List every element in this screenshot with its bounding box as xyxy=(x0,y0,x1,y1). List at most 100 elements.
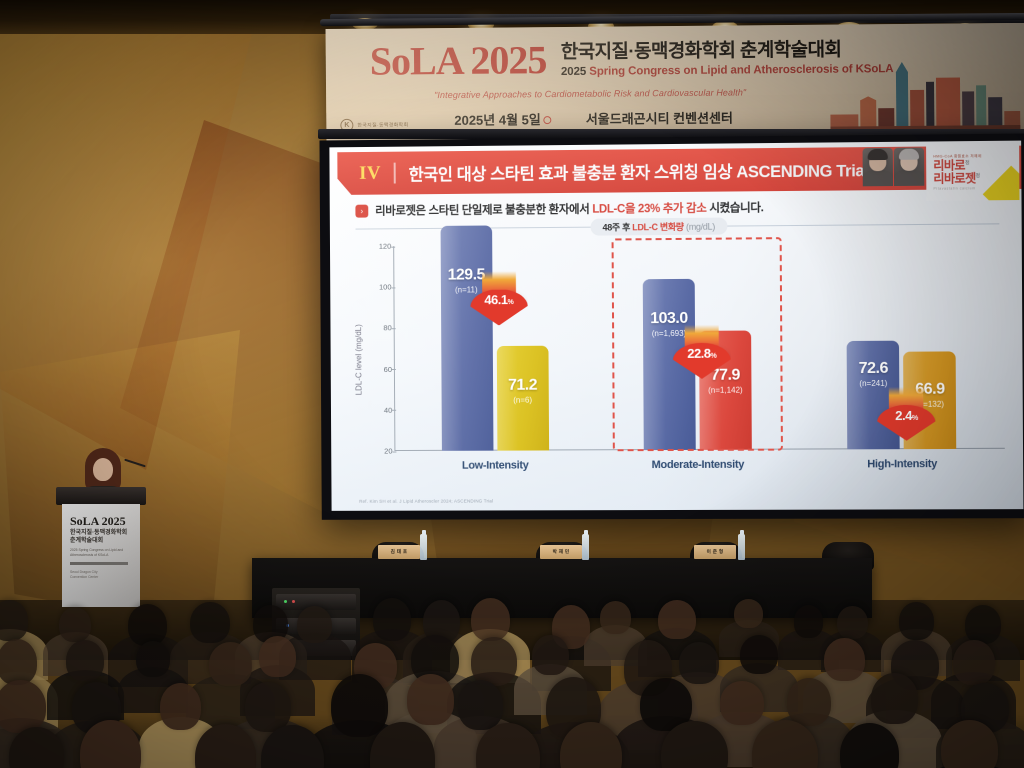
projection-screen: IV 한국인 대상 스타틴 효과 불충분 환자 스위칭 임상 ASCENDING… xyxy=(329,140,1024,511)
audience-head xyxy=(752,720,819,768)
title-divider xyxy=(394,163,396,184)
audience xyxy=(0,592,1024,768)
chart-y-tick: 120 xyxy=(367,242,391,251)
chart-header-chip: 48주 후 LDL-C 변화량 (mg/dL) xyxy=(590,217,727,236)
chart-bar-groups: 129.5 (n=11) 71.2 (n=6) 46.1% Low-Intensity 10… xyxy=(393,225,1005,472)
audience-head xyxy=(837,605,868,640)
audience-head xyxy=(190,601,230,644)
chart-bar-n-label: (n=1,693) xyxy=(651,328,687,338)
brand-name-1-text: 리바로 xyxy=(933,157,965,173)
chart-bar-n-label: (n=1,142) xyxy=(708,385,743,395)
banner-date-dot-icon xyxy=(543,116,552,125)
audience-head xyxy=(0,639,37,686)
podium-korean-text: 한국지질·동맥경화학회 춘계학술대회 xyxy=(70,530,128,545)
chip-prefix: 48주 후 xyxy=(602,222,633,233)
slide-footnote: Ref. Kim SH et al. J Lipid Atheroscler 2… xyxy=(359,498,494,504)
audience-head xyxy=(0,679,47,733)
podium: SoLA 2025 한국지질·동맥경화학회 춘계학술대회 2025 Spring… xyxy=(56,487,146,607)
chart-bar-label-group: 77.9 (n=1,142) xyxy=(699,366,751,394)
screen-roller xyxy=(318,129,1024,139)
chart-bar: 66.9 (n=132) xyxy=(903,351,957,450)
chart-bar: 129.5 (n=11) xyxy=(440,225,494,451)
ksola-logo-text: 한국지질·동맥경화학회 xyxy=(357,122,409,129)
audience-head xyxy=(941,720,999,768)
audience-head xyxy=(407,673,454,725)
chart-group-1: 129.5 (n=11) 71.2 (n=6) 46.1% Low-Intensity xyxy=(393,225,596,472)
chart-axis-area: 20 40 60 80 100 120 129.5 (n=11) 71.2 (n=6) 46.1%… xyxy=(379,225,1005,472)
audience-head xyxy=(600,601,632,635)
chart-bars: 72.6 (n=241) 66.9 (n=132) xyxy=(798,241,1004,450)
chart-bar-label-group: 71.2 (n=6) xyxy=(497,377,549,405)
audience-head xyxy=(871,673,918,725)
audience-head xyxy=(739,634,778,674)
audience-head xyxy=(679,642,719,684)
bullet-part-2: 시켰습니다. xyxy=(706,202,764,215)
audience-head xyxy=(457,680,503,730)
speaker-photo-1 xyxy=(862,147,894,187)
bar-chart: LDL-C level (mg/dL) 20 40 60 80 100 120 129.5… xyxy=(354,225,1007,477)
podium-venue-text: Seoul Dragon City Convention Center xyxy=(70,570,99,580)
conference-banner: K 한국지질·동맥경화학회 SoLA 2025 한국지질·동맥경화학회 춘계학술… xyxy=(325,22,1024,142)
audience-head xyxy=(160,682,202,730)
audience-head xyxy=(259,635,296,677)
slide-bullet-text: 리바로젯은 스타틴 단일제로 불충분한 환자에서 LDL-C을 23% 추가 감… xyxy=(375,199,763,218)
brand-name-2-sup: 정 xyxy=(975,173,980,180)
brand-name-2-text: 리바로젯 xyxy=(933,171,976,186)
chart-y-tick: 20 xyxy=(369,447,392,456)
slide-section-number: IV xyxy=(359,162,382,184)
chart-bar-value: 66.9 xyxy=(915,380,945,399)
chart-bars: 129.5 (n=11) 71.2 (n=6) xyxy=(393,225,596,451)
bullet-highlight: LDL-C을 23% 추가 감소 xyxy=(592,202,707,216)
audience-head xyxy=(470,598,510,642)
bullet-part-1: 리바로젯은 스타틴 단일제로 불충분한 환자에서 xyxy=(375,203,593,218)
chart-bar-label-group: 72.6 (n=241) xyxy=(847,360,900,388)
podium-top xyxy=(56,487,146,505)
status-led xyxy=(292,600,295,603)
presentation-slide: IV 한국인 대상 스타틴 효과 불충분 환자 스위칭 임상 ASCENDING… xyxy=(329,141,1023,511)
podium-banner: SoLA 2025 한국지질·동맥경화학회 춘계학술대회 2025 Spring… xyxy=(62,504,140,607)
audience-head xyxy=(719,680,764,725)
speaker-photo-2 xyxy=(893,147,925,187)
chart-y-tick: 80 xyxy=(368,324,391,333)
audience-head xyxy=(372,597,412,642)
banner-date: 2025년 4월 5일 xyxy=(454,109,552,129)
audience-head xyxy=(245,682,292,732)
nameplate-text: 김 태 호 xyxy=(390,549,408,554)
podium-accent-bar xyxy=(70,562,128,565)
speaker-photos xyxy=(862,147,925,187)
audience-head xyxy=(330,674,388,738)
audience-head xyxy=(793,605,824,638)
podium-title: SoLA 2025 xyxy=(70,514,126,528)
chart-bar-value: 103.0 xyxy=(650,309,688,327)
audience-head xyxy=(661,720,728,768)
product-brand-box: HMG-CoA 환원효소 저해제 리바로정 리바로젯정 Pitavastatin… xyxy=(926,143,1020,201)
chart-category-label: Moderate-Intensity xyxy=(651,458,745,472)
chart-bar-n-label: (n=11) xyxy=(455,285,478,295)
banner-year: 2025 xyxy=(560,65,590,78)
audience-head xyxy=(559,721,622,768)
audience-head xyxy=(532,634,569,676)
water-bottle xyxy=(738,530,745,560)
chart-y-tick: 100 xyxy=(368,283,391,292)
chart-category-label: Low-Intensity xyxy=(461,459,529,472)
nameplate-text: 이 준 형 xyxy=(706,549,724,554)
chart-bar-value: 129.5 xyxy=(447,266,485,284)
bullet-arrow-icon: › xyxy=(355,204,369,218)
nameplate: 박 재 민 xyxy=(540,545,582,559)
audience-head xyxy=(658,599,697,640)
audience-head xyxy=(8,726,64,768)
nameplate-text: 박 재 민 xyxy=(552,549,570,554)
nameplate: 이 준 형 xyxy=(694,545,736,559)
brand-name-livalo: 리바로정 xyxy=(933,158,1019,172)
audience-head xyxy=(208,642,253,687)
brand-name-1-sup: 정 xyxy=(964,159,969,166)
chart-bar: 71.2 (n=6) xyxy=(496,345,549,451)
audience-head xyxy=(824,637,865,681)
chart-bar: 77.9 (n=1,142) xyxy=(699,330,752,450)
chart-bar-label-group: 129.5 (n=11) xyxy=(440,266,492,294)
slide-title: 한국인 대상 스타틴 효과 불충분 환자 스위칭 임상 ASCENDING Tr… xyxy=(408,161,869,184)
audience-head xyxy=(476,723,540,768)
audience-head xyxy=(899,602,934,640)
chart-bar-value: 77.9 xyxy=(710,366,740,384)
